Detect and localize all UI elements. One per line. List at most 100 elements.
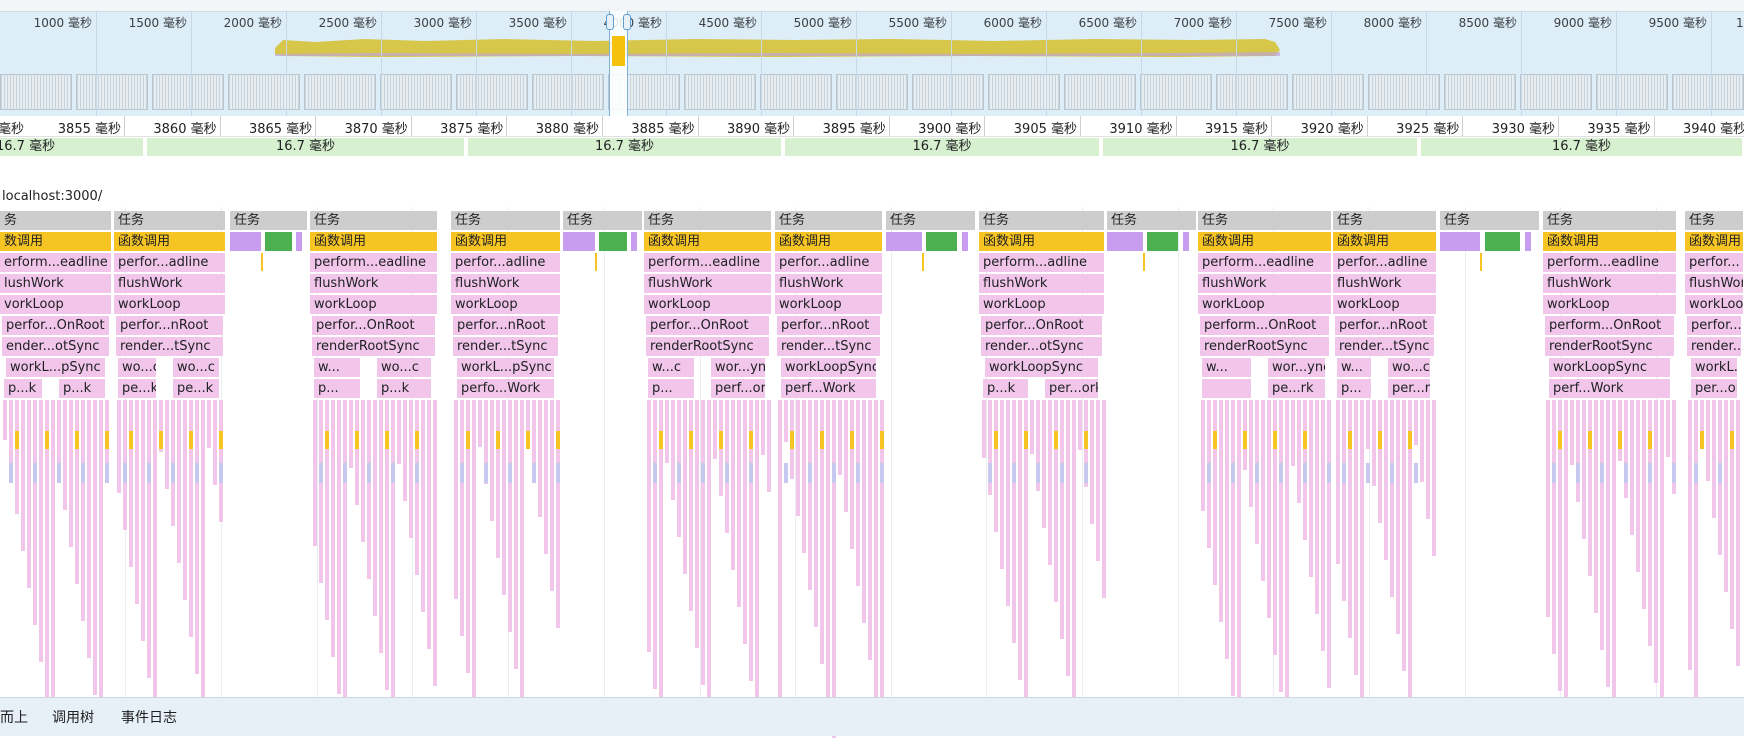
- call-frame-renderrootsync[interactable]: renderRootSync: [1545, 337, 1675, 356]
- call-frame-workloop[interactable]: workLoop: [1543, 295, 1677, 314]
- call-frame-split[interactable]: wo...c: [1388, 358, 1431, 377]
- call-frame-flushwork[interactable]: flushWork: [1198, 274, 1332, 293]
- call-frame-split[interactable]: perf...Work: [1549, 379, 1671, 398]
- call-frame-perfornroot[interactable]: perfor...nRoot: [116, 316, 224, 335]
- call-frame-perfornroot[interactable]: perfor...nRoot: [453, 316, 559, 335]
- tab-event-log[interactable]: 事件日志: [121, 710, 177, 726]
- call-frame-split[interactable]: pe...rk: [1268, 379, 1326, 398]
- frame-block[interactable]: 16.7 毫秒: [468, 138, 783, 156]
- call-frame-split[interactable]: wo...c: [118, 358, 157, 377]
- call-frame-perfor[interactable]: perfor...: [1687, 316, 1742, 335]
- task-block[interactable]: 任务: [886, 211, 976, 230]
- call-frame-perfornroot[interactable]: perfor...nRoot: [777, 316, 881, 335]
- call-frame-perforadline[interactable]: perfor...adline: [775, 253, 883, 272]
- call-frame-flushwork[interactable]: flushWork: [979, 274, 1105, 293]
- timeline-overview[interactable]: 1000 毫秒 1500 毫秒 2000 毫秒 2500 毫秒 3000 毫秒 3500 …: [0, 0, 1744, 116]
- function-call-block[interactable]: 函数调用: [114, 232, 226, 251]
- call-frame-split[interactable]: p...k: [4, 379, 43, 398]
- call-frame-rendertsync[interactable]: render...tSync: [777, 337, 881, 356]
- call-frame-erformeadline[interactable]: erform...eadline: [0, 253, 112, 272]
- call-frame-split[interactable]: w...: [314, 358, 361, 377]
- call-frame-flushwork[interactable]: flushWork: [114, 274, 226, 293]
- call-frame-split[interactable]: wo...c: [377, 358, 432, 377]
- call-frame-flushwork[interactable]: flushWork: [310, 274, 438, 293]
- call-frame-workloop[interactable]: workLoop: [1198, 295, 1332, 314]
- call-frame-split[interactable]: p...: [314, 379, 361, 398]
- call-frame-workloop[interactable]: workLoop: [775, 295, 883, 314]
- call-frame-perforonroot[interactable]: perfor...OnRoot: [646, 316, 770, 335]
- call-frame-split[interactable]: [1202, 379, 1252, 398]
- call-frame-flushwork[interactable]: flushWork: [1333, 274, 1437, 293]
- call-frame-split[interactable]: perfo...Work: [457, 379, 555, 398]
- call-frame-split[interactable]: p...: [648, 379, 695, 398]
- call-frame-split[interactable]: workL...pSync: [6, 358, 106, 377]
- task-block[interactable]: 任务: [1440, 211, 1540, 230]
- call-frame-renderrootsync[interactable]: renderRootSync: [646, 337, 770, 356]
- call-frame-perforonroot[interactable]: perfor...OnRoot: [312, 316, 436, 335]
- call-frame-flushwork[interactable]: flushWork: [644, 274, 772, 293]
- function-call-block[interactable]: 函数调用: [1543, 232, 1677, 251]
- call-frame-split[interactable]: wor...ync: [1268, 358, 1326, 377]
- task-block[interactable]: 任务: [310, 211, 438, 230]
- frame-block[interactable]: 16.7 毫秒: [0, 138, 145, 156]
- call-frame-perfor[interactable]: perfor...: [1685, 253, 1744, 272]
- call-frame-flushwork[interactable]: flushWork: [451, 274, 561, 293]
- call-frame-performonroot[interactable]: perform...OnRoot: [1545, 316, 1675, 335]
- call-frame-split[interactable]: p...k: [377, 379, 432, 398]
- function-call-block[interactable]: 函数调用: [1333, 232, 1437, 251]
- call-frame-split[interactable]: w...: [1202, 358, 1252, 377]
- task-block[interactable]: 务: [0, 211, 112, 230]
- function-call-block[interactable]: 函数调用: [775, 232, 883, 251]
- call-frame-split[interactable]: perf...Work: [781, 379, 877, 398]
- call-frame-split[interactable]: wo...c: [173, 358, 220, 377]
- selection-handle-right[interactable]: [623, 14, 631, 30]
- call-frame-split[interactable]: workLoopSync: [985, 358, 1099, 377]
- call-frame-workloop[interactable]: workLoop: [1333, 295, 1437, 314]
- call-frame-split[interactable]: perf...ork: [711, 379, 766, 398]
- task-block[interactable]: 任务: [1333, 211, 1437, 230]
- tab-call-tree[interactable]: 调用树: [52, 710, 94, 726]
- tab-bottom-up[interactable]: 而上: [0, 710, 28, 726]
- call-frame-renderotsync[interactable]: render...otSync: [981, 337, 1103, 356]
- call-frame-split[interactable]: workLoopSync: [1549, 358, 1671, 377]
- call-frame-split[interactable]: workLoopSync: [781, 358, 877, 377]
- call-frame-performadline[interactable]: perform...adline: [979, 253, 1105, 272]
- call-frame-performeadline[interactable]: perform...eadline: [644, 253, 772, 272]
- call-frame-perforonroot[interactable]: perfor...OnRoot: [2, 316, 110, 335]
- call-frame-workloop[interactable]: workLoop: [114, 295, 226, 314]
- task-block[interactable]: 任务: [1543, 211, 1677, 230]
- call-frame-split[interactable]: per...rk: [1388, 379, 1431, 398]
- task-block[interactable]: 任务: [1685, 211, 1744, 230]
- call-frame-split[interactable]: p...k: [59, 379, 106, 398]
- call-frame-perforadline[interactable]: perfor...adline: [114, 253, 226, 272]
- call-frame-perforadline[interactable]: perfor...adline: [1333, 253, 1437, 272]
- call-frame-rendertsync[interactable]: render...tSync: [453, 337, 559, 356]
- task-block[interactable]: 任务: [775, 211, 883, 230]
- frame-block[interactable]: 16.7 毫秒: [1421, 138, 1744, 156]
- call-frame-rendertsync[interactable]: render...tSync: [116, 337, 224, 356]
- call-frame-split[interactable]: per...ork: [1045, 379, 1099, 398]
- call-frame-renderrootsync[interactable]: renderRootSync: [312, 337, 436, 356]
- task-block[interactable]: 任务: [1198, 211, 1332, 230]
- function-call-block[interactable]: 函数调用: [451, 232, 561, 251]
- call-frame-split[interactable]: pe...k: [173, 379, 220, 398]
- call-frame-split[interactable]: workL...: [1691, 358, 1738, 377]
- call-frame-lushwork[interactable]: lushWork: [0, 274, 112, 293]
- function-call-block[interactable]: 函数调用: [310, 232, 438, 251]
- call-frame-split[interactable]: wor...ync: [711, 358, 766, 377]
- call-frame-render[interactable]: render...: [1687, 337, 1742, 356]
- call-frame-perforonroot[interactable]: perfor...OnRoot: [981, 316, 1103, 335]
- task-block[interactable]: 任务: [1107, 211, 1197, 230]
- call-frame-workloop[interactable]: workLoop: [979, 295, 1105, 314]
- call-frame-workloop[interactable]: workLoop: [644, 295, 772, 314]
- call-frame-performeadline[interactable]: perform...eadline: [1198, 253, 1332, 272]
- function-call-block[interactable]: 函数调用: [1198, 232, 1332, 251]
- task-block[interactable]: 任务: [230, 211, 308, 230]
- function-call-block[interactable]: 函数调用: [1685, 232, 1744, 251]
- frame-block[interactable]: 16.7 毫秒: [785, 138, 1101, 156]
- call-frame-enderotsync[interactable]: ender...otSync: [2, 337, 110, 356]
- call-frame-split[interactable]: w...: [1337, 358, 1372, 377]
- call-frame-workloo[interactable]: workLoo: [1685, 295, 1744, 314]
- task-block[interactable]: 任务: [979, 211, 1105, 230]
- call-frame-workloop[interactable]: workLoop: [451, 295, 561, 314]
